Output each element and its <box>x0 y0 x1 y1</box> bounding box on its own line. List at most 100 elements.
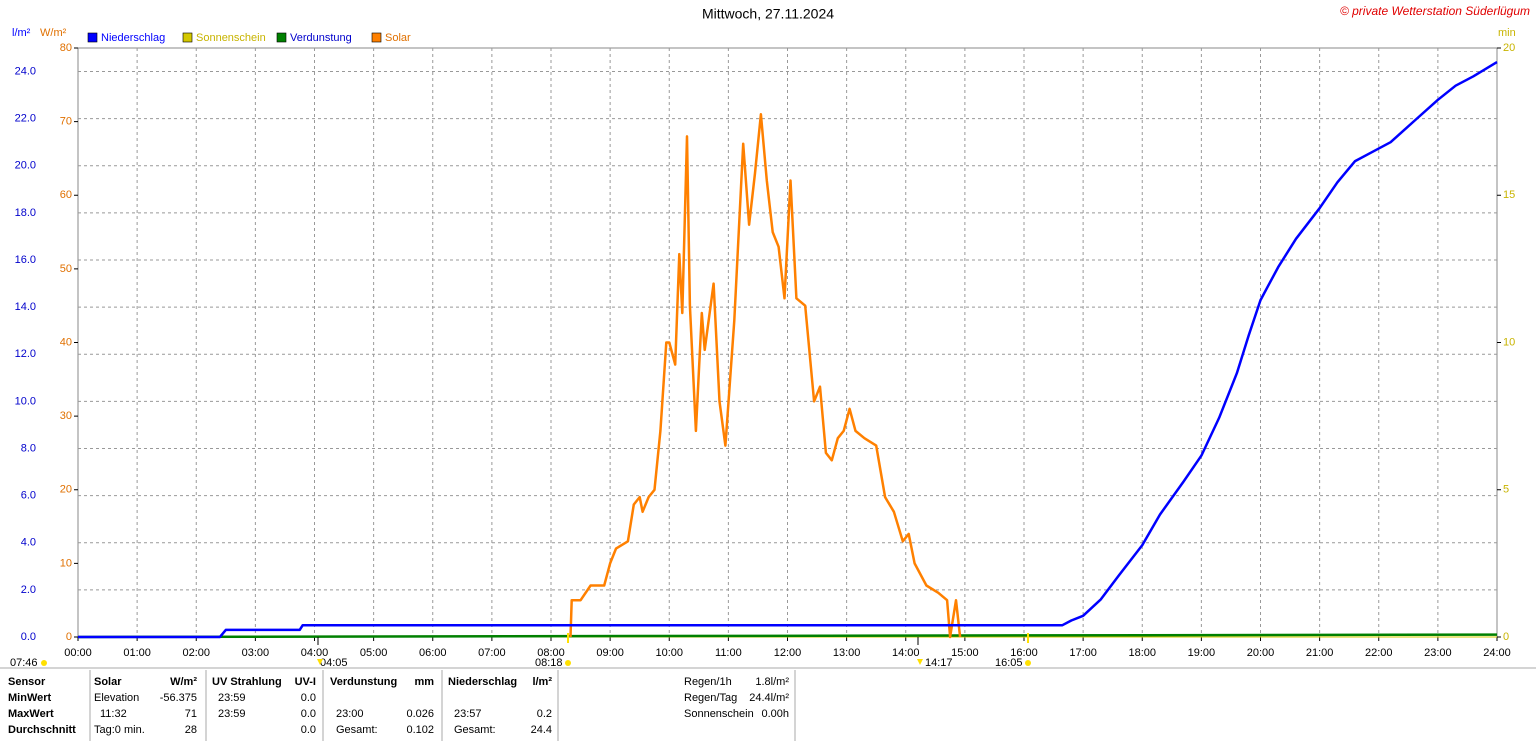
y3-tick-label: 5 <box>1503 484 1509 496</box>
y-tick-label: 0.0 <box>21 631 36 643</box>
sun-marker <box>41 660 47 666</box>
credit: © private Wetterstation Süderlügum <box>1340 4 1530 18</box>
stats-cell: 23:00 <box>336 708 364 720</box>
stats-cell: 71 <box>185 708 197 720</box>
time-marker-label: 16:05 <box>995 657 1023 669</box>
y-tick-label: 22.0 <box>15 113 36 125</box>
legend-label: Verdunstung <box>290 32 352 44</box>
stats-cell: Durchschnitt <box>8 724 76 736</box>
stats-cell: MinWert <box>8 692 52 704</box>
side-label: Regen/Tag <box>684 692 737 704</box>
y-tick-label: 24.0 <box>15 65 36 77</box>
y-tick-label: 16.0 <box>15 254 36 266</box>
moon-marker <box>917 659 923 665</box>
x-tick-label: 07:00 <box>478 647 506 659</box>
y3-tick-label: 15 <box>1503 189 1515 201</box>
stats-cell: Gesamt: <box>454 724 496 736</box>
y3-tick-label: 10 <box>1503 336 1515 348</box>
stats-cell: 23:57 <box>454 708 482 720</box>
y2-tick-label: 30 <box>60 410 72 422</box>
x-tick-label: 04:00 <box>301 647 329 659</box>
x-tick-label: 11:00 <box>715 647 742 659</box>
x-tick-label: 01:00 <box>123 647 151 659</box>
x-tick-label: 09:00 <box>596 647 624 659</box>
stats-cell: W/m² <box>170 676 197 688</box>
legend-swatch <box>276 32 287 43</box>
series-line <box>569 113 962 639</box>
y-tick-label: 12.0 <box>15 348 36 360</box>
stats-cell: UV Strahlung <box>212 676 282 688</box>
y-tick-label: 20.0 <box>15 160 36 172</box>
stats-cell: Niederschlag <box>448 676 517 688</box>
x-tick-label: 10:00 <box>655 647 683 659</box>
y2-tick-label: 80 <box>60 42 72 54</box>
y-tick-label: 4.0 <box>21 537 36 549</box>
legend-label: Solar <box>385 32 411 44</box>
y-axis-unit: l/m² <box>12 27 31 39</box>
y-tick-label: 14.0 <box>15 301 36 313</box>
y3-axis-unit: min <box>1498 27 1516 39</box>
stats-cell: Tag:0 min. <box>94 724 145 736</box>
side-value: 24.4l/m² <box>749 692 789 704</box>
stats-cell: 0.0 <box>301 692 316 704</box>
y-tick-label: 6.0 <box>21 490 36 502</box>
x-tick-label: 02:00 <box>182 647 210 659</box>
x-tick-label: 16:00 <box>1010 647 1038 659</box>
stats-cell: Sensor <box>8 676 46 688</box>
stats-cell: Verdunstung <box>330 676 397 688</box>
moon-marker <box>317 659 323 665</box>
x-tick-label: 20:00 <box>1247 647 1275 659</box>
side-value: 1.8l/m² <box>755 676 789 688</box>
x-tick-label: 05:00 <box>360 647 388 659</box>
time-marker-label: 08:18 <box>535 657 563 669</box>
y2-axis-unit: W/m² <box>40 27 67 39</box>
stats-cell: mm <box>414 676 434 688</box>
x-tick-label: 17:00 <box>1069 647 1097 659</box>
x-tick-label: 21:00 <box>1306 647 1334 659</box>
legend-swatch <box>87 32 98 43</box>
stats-cell: 0.026 <box>406 708 434 720</box>
x-tick-label: 19:00 <box>1188 647 1216 659</box>
x-tick-label: 23:00 <box>1424 647 1452 659</box>
legend-swatch <box>371 32 382 43</box>
side-value: 0.00h <box>761 708 789 720</box>
side-label: Regen/1h <box>684 676 732 688</box>
stats-cell: 0.0 <box>301 708 316 720</box>
stats-cell: UV-I <box>295 676 316 688</box>
stats-cell: Elevation <box>94 692 139 704</box>
stats-cell: 23:59 <box>218 692 246 704</box>
y-tick-label: 2.0 <box>21 584 36 596</box>
legend-swatch <box>182 32 193 43</box>
sun-marker <box>565 660 571 666</box>
y2-tick-label: 60 <box>60 189 72 201</box>
y3-tick-label: 20 <box>1503 42 1515 54</box>
stats-cell: Gesamt: <box>336 724 378 736</box>
series-line <box>78 61 1498 639</box>
stats-cell: 28 <box>185 724 197 736</box>
x-tick-label: 13:00 <box>833 647 861 659</box>
x-tick-label: 08:00 <box>537 647 565 659</box>
time-marker-label: 07:46 <box>10 657 38 669</box>
y2-tick-label: 50 <box>60 263 72 275</box>
x-tick-label: 22:00 <box>1365 647 1393 659</box>
stats-cell: 11:32 <box>100 708 127 720</box>
y3-tick-label: 0 <box>1503 631 1509 643</box>
y2-tick-label: 10 <box>60 557 72 569</box>
stats-cell: l/m² <box>532 676 552 688</box>
x-tick-label: 18:00 <box>1128 647 1156 659</box>
x-tick-label: 03:00 <box>242 647 270 659</box>
y-tick-label: 18.0 <box>15 207 36 219</box>
legend-label: Niederschlag <box>101 32 165 44</box>
stats-cell: -56.375 <box>160 692 197 704</box>
sun-marker <box>1025 660 1031 666</box>
y2-tick-label: 20 <box>60 484 72 496</box>
y-tick-label: 10.0 <box>15 395 36 407</box>
stats-cell: 24.4 <box>531 724 552 736</box>
x-tick-label: 15:00 <box>951 647 979 659</box>
stats-cell: 0.2 <box>537 708 552 720</box>
stats-cell: 0.0 <box>301 724 316 736</box>
stats-cell: 23:59 <box>218 708 246 720</box>
y2-tick-label: 40 <box>60 336 72 348</box>
x-tick-label: 24:00 <box>1483 647 1511 659</box>
